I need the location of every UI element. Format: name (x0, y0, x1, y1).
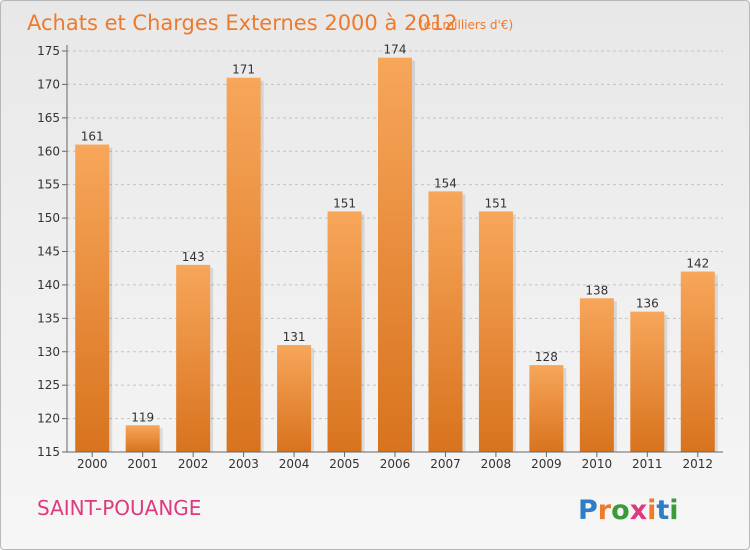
y-tick-label: 175 (37, 44, 60, 58)
value-labels: 161 119 143 171 131 151 174 154 151 128 138 136 142 (81, 43, 709, 425)
bar (277, 345, 312, 452)
x-tick-label: 2011 (632, 457, 663, 471)
y-tick-label: 165 (37, 111, 60, 125)
bar-value-label: 142 (686, 257, 709, 271)
x-tick-label: 2003 (228, 457, 259, 471)
logo-letter: t (656, 495, 669, 526)
bar-value-label: 136 (636, 297, 659, 311)
bars (75, 57, 718, 453)
x-tick-label: 2004 (279, 457, 310, 471)
bar-value-label: 161 (81, 130, 104, 144)
bar (529, 365, 564, 452)
y-tick-label: 125 (37, 378, 60, 392)
y-tick-label: 115 (37, 445, 60, 459)
chart-unit: (en milliers d'€) (419, 18, 513, 32)
bar (327, 211, 362, 452)
x-tick-label: 2012 (682, 457, 713, 471)
bar (75, 144, 110, 453)
y-tick-label: 150 (37, 211, 60, 225)
bar (125, 425, 160, 452)
logo-letter: o (611, 495, 630, 526)
bar-value-label: 128 (535, 350, 558, 364)
x-tick-label: 2007 (430, 457, 461, 471)
y-tick-label: 160 (37, 144, 60, 158)
bar (630, 311, 665, 452)
chart-title: Achats et Charges Externes 2000 à 2012 (27, 11, 457, 35)
y-tick-label: 120 (37, 412, 60, 426)
bar-value-label: 151 (484, 196, 507, 210)
x-tick-label: 2010 (582, 457, 613, 471)
logo-letter: x (630, 495, 647, 526)
x-tick-label: 2002 (178, 457, 209, 471)
bar (478, 211, 513, 452)
logo-letter: i (647, 495, 656, 526)
y-tick-label: 155 (37, 178, 60, 192)
bar (378, 57, 412, 452)
bar (428, 191, 463, 452)
y-tick-label: 135 (37, 311, 60, 325)
bar-value-label: 119 (131, 410, 154, 424)
logo-letter: r (598, 495, 612, 526)
bar-value-label: 174 (384, 43, 407, 57)
x-axis-ticks: 2000 2001 2002 2003 2004 2005 2006 2007 2008 2009… (77, 452, 713, 471)
x-tick-label: 2009 (531, 457, 562, 471)
bar-value-label: 138 (585, 283, 608, 297)
y-tick-label: 145 (37, 245, 60, 259)
x-tick-label: 2005 (329, 457, 360, 471)
place-name: SAINT-POUANGE (37, 496, 201, 520)
bar-value-label: 154 (434, 176, 457, 190)
bar (226, 77, 261, 452)
logo-letter: i (669, 495, 678, 526)
bar (176, 264, 211, 452)
logo-letter: P (578, 495, 598, 526)
x-tick-label: 2001 (127, 457, 158, 471)
x-tick-label: 2006 (380, 457, 411, 471)
y-tick-label: 140 (37, 278, 60, 292)
x-tick-label: 2008 (481, 457, 512, 471)
proxiti-logo: Proxiti (578, 495, 679, 526)
bar-value-label: 143 (182, 250, 205, 264)
x-tick-label: 2000 (77, 457, 108, 471)
bar-value-label: 171 (232, 63, 255, 77)
y-axis-ticks: 115 120 125 130 135 140 145 150 155 160 165 170 175 (37, 44, 67, 459)
y-tick-label: 170 (37, 77, 60, 91)
bar-value-label: 151 (333, 196, 356, 210)
bar (579, 298, 614, 452)
bar (680, 271, 715, 452)
bar-value-label: 131 (283, 330, 306, 344)
y-tick-label: 130 (37, 345, 60, 359)
